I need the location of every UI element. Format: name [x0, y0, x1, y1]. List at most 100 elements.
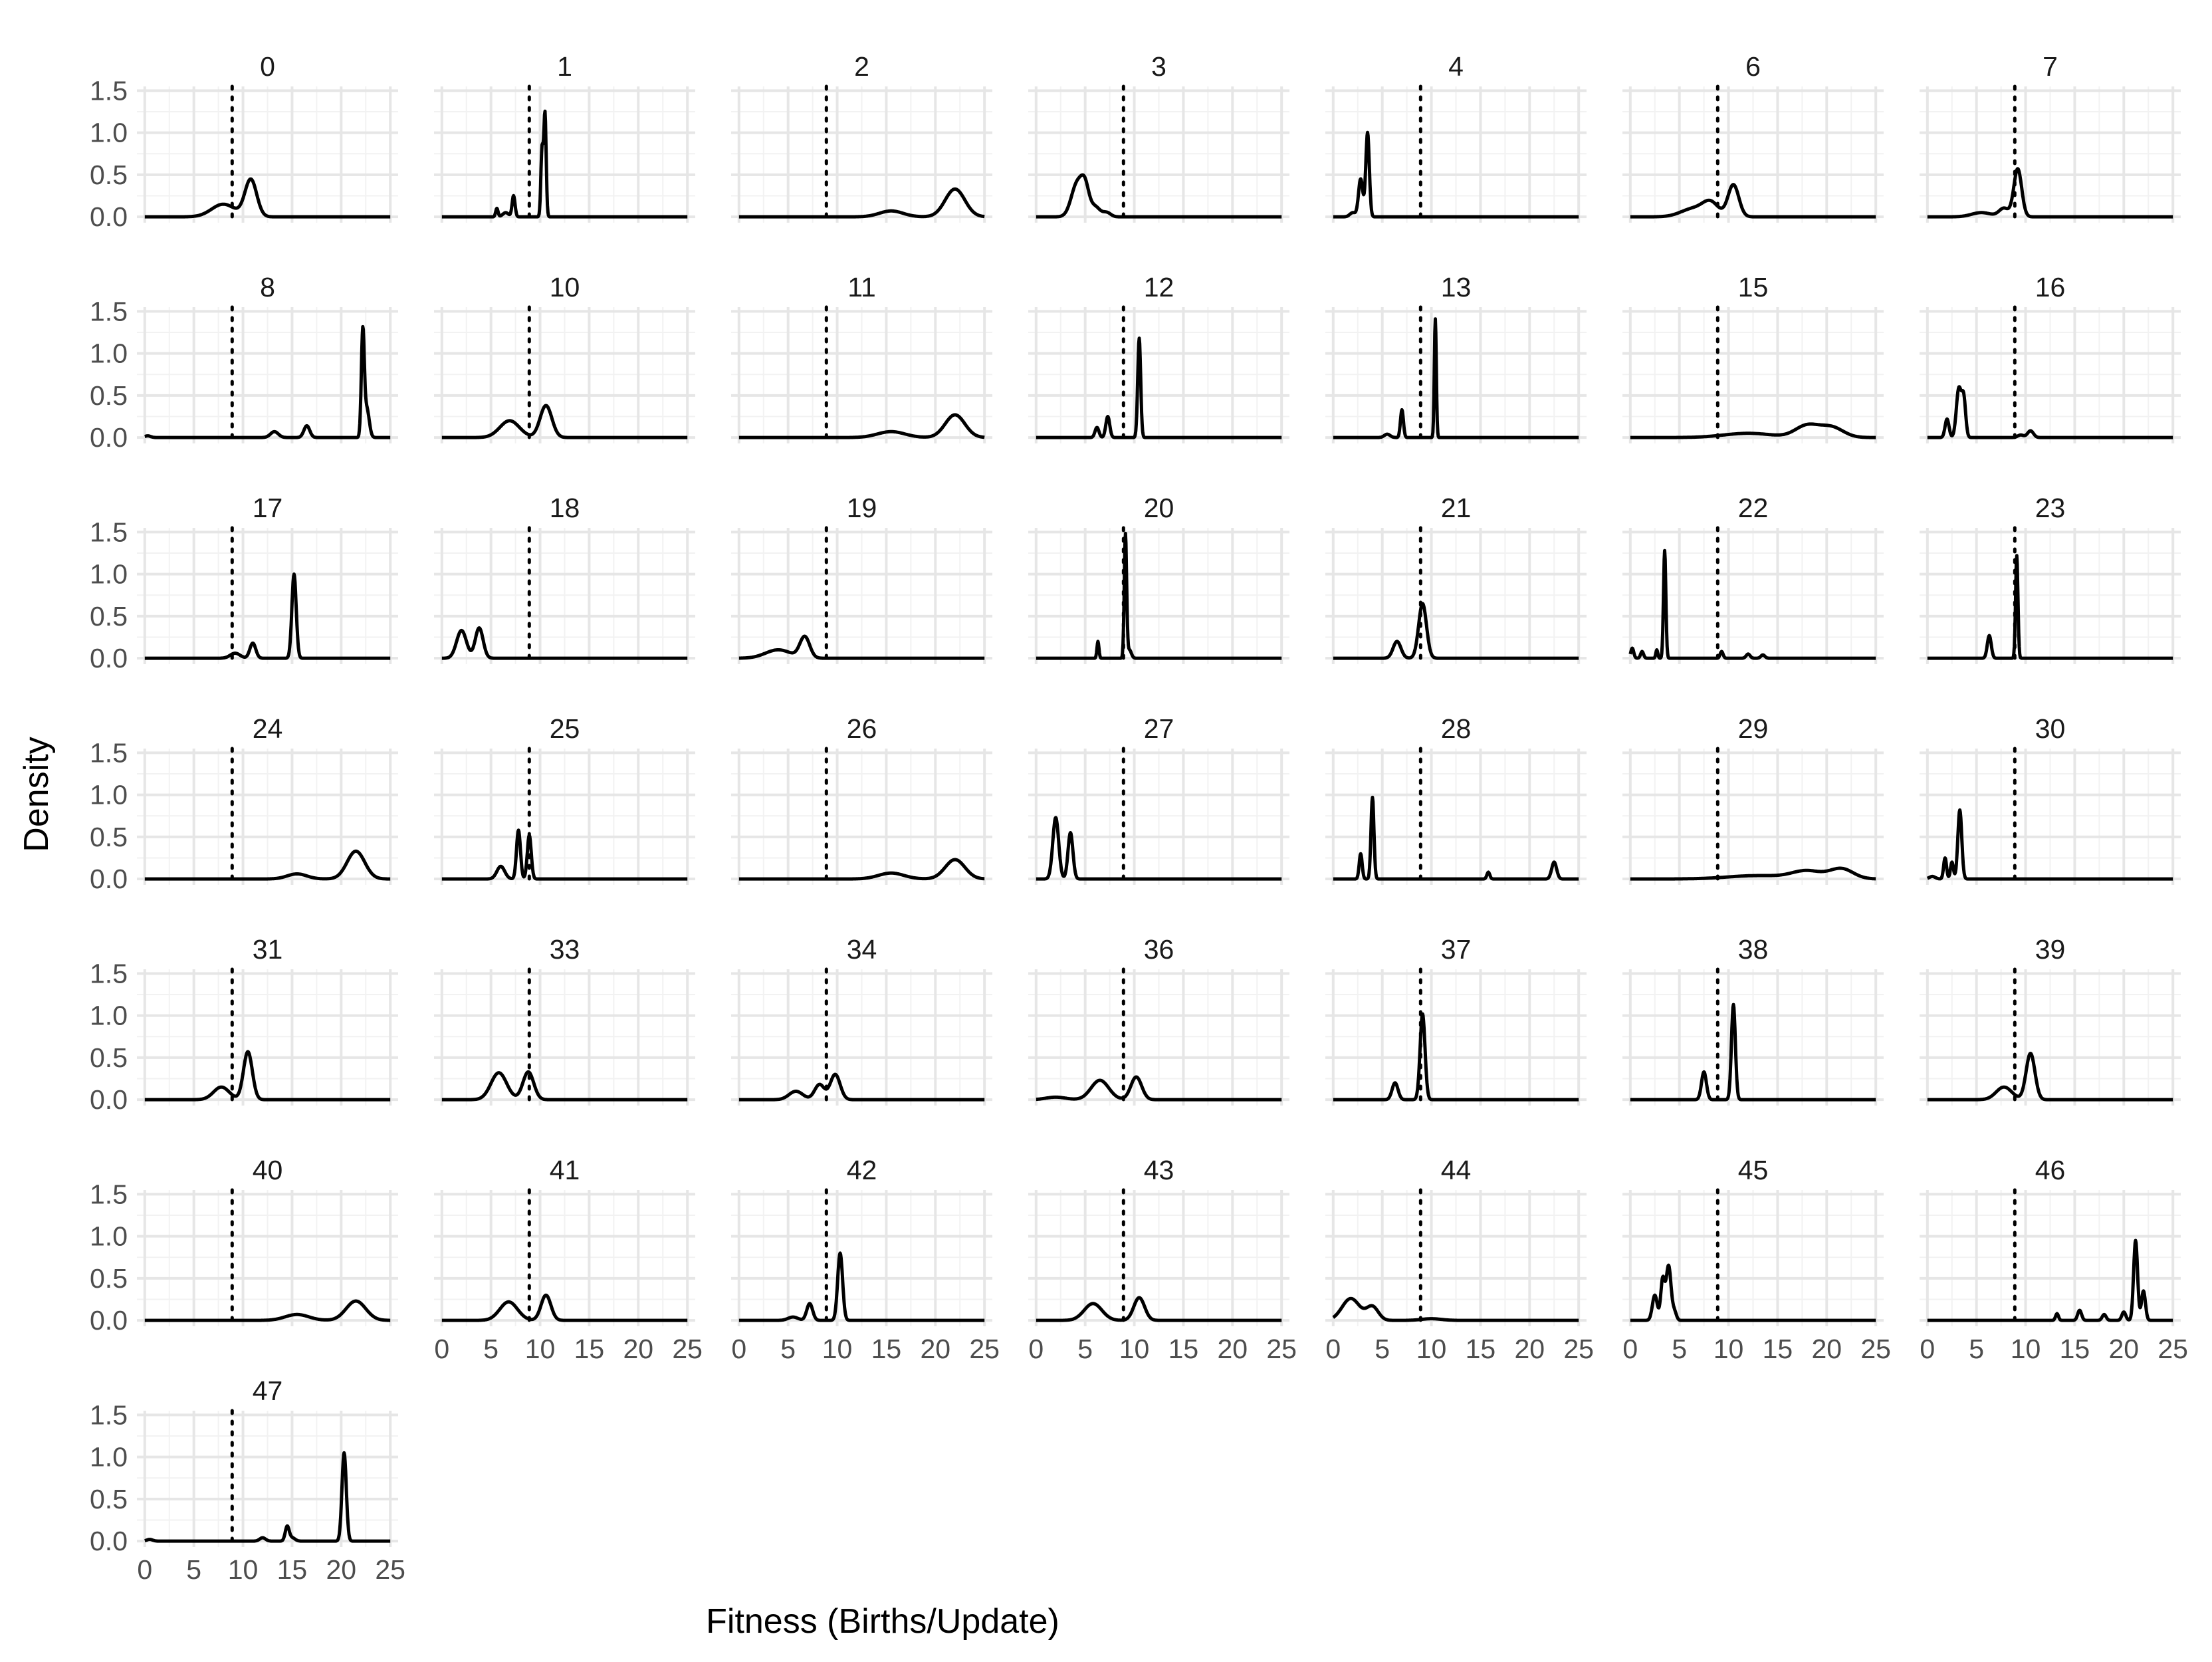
facet-panel: 39 [1920, 934, 2181, 1106]
facet-strip-label: 41 [550, 1155, 580, 1185]
facet-panel: 19 [731, 493, 992, 664]
y-tick-label: 1.0 [90, 118, 128, 148]
x-tick-label: 25 [1860, 1334, 1891, 1364]
x-tick-label: 5 [780, 1334, 796, 1364]
facet-strip-label: 44 [1441, 1155, 1472, 1185]
y-tick-label: 0.5 [90, 1263, 128, 1294]
x-tick-label: 20 [623, 1334, 654, 1364]
x-tick-label: 10 [1119, 1334, 1150, 1364]
y-tick-label: 1.0 [90, 780, 128, 810]
facet-strip-label: 13 [1441, 272, 1472, 302]
y-tick-label: 0.0 [90, 1084, 128, 1115]
facet-strip-label: 17 [253, 493, 283, 523]
y-tick-label: 0.0 [90, 864, 128, 894]
facet-panel: 30 [1920, 713, 2181, 885]
facet-strip-label: 47 [253, 1375, 283, 1406]
facet-panel: 23 [1920, 493, 2181, 664]
facet-panel: 21 [1325, 493, 1587, 664]
facet-strip-label: 36 [1144, 934, 1174, 965]
x-tick-label: 15 [574, 1334, 605, 1364]
facet-strip-label: 15 [1738, 272, 1769, 302]
x-tick-label: 10 [525, 1334, 556, 1364]
facet-strip-label: 27 [1144, 713, 1174, 744]
x-tick-label: 0 [434, 1334, 449, 1364]
facet-strip-label: 0 [260, 51, 275, 82]
x-tick-label: 5 [186, 1554, 201, 1585]
facet-strip-label: 43 [1144, 1155, 1174, 1185]
facet-panel: 24 0.0 0.5 1.0 1.5 [90, 713, 398, 894]
x-tick-label: 5 [483, 1334, 498, 1364]
y-tick-label: 1.0 [90, 1221, 128, 1252]
facet-panel: 13 [1325, 272, 1587, 443]
y-tick-label: 0.5 [90, 160, 128, 190]
y-tick-label: 1.0 [90, 1001, 128, 1031]
facet-panel: 12 [1028, 272, 1289, 443]
x-tick-label: 0 [731, 1334, 746, 1364]
x-tick-label: 0 [1325, 1334, 1341, 1364]
x-tick-label: 15 [2060, 1334, 2090, 1364]
facet-strip-label: 8 [260, 272, 275, 302]
x-tick-label: 10 [2011, 1334, 2041, 1364]
facet-strip-label: 18 [550, 493, 580, 523]
facet-strip-label: 34 [847, 934, 877, 965]
facet-panel: 6 [1622, 51, 1884, 223]
x-tick-label: 25 [375, 1554, 405, 1585]
facet-strip-label: 11 [847, 272, 876, 302]
facet-panel: 170.00.51.01.5 [90, 493, 398, 673]
y-tick-label: 0.0 [90, 422, 128, 453]
y-tick-label: 0.0 [90, 1526, 128, 1556]
facet-strip-label: 26 [847, 713, 877, 744]
facet-strip-label: 23 [2035, 493, 2066, 523]
x-tick-label: 20 [2109, 1334, 2140, 1364]
facet-panel: 15 [1622, 272, 1884, 443]
facet-panel: 29 [1622, 713, 1884, 885]
facet-strip-label: 4 [1448, 51, 1464, 82]
facet-panel: 22 [1622, 493, 1884, 664]
facet-panel: 10 [434, 272, 695, 443]
x-tick-label: 10 [822, 1334, 853, 1364]
x-tick-label: 5 [1375, 1334, 1390, 1364]
facet-panel: 400.00.51.01.5 [90, 1155, 398, 1336]
x-tick-label: 15 [871, 1334, 902, 1364]
y-tick-label: 1.0 [90, 559, 128, 590]
facet-strip-label: 1 [557, 51, 572, 82]
y-tick-label: 0.5 [90, 1042, 128, 1073]
facet-strip-label: 25 [550, 713, 580, 744]
facet-panel: 37 [1325, 934, 1587, 1106]
facet-panel: 27 [1028, 713, 1289, 885]
y-tick-label: 0.0 [90, 1305, 128, 1336]
facet-strip-label: 42 [847, 1155, 877, 1185]
y-tick-label: 0.0 [90, 201, 128, 232]
y-tick-label: 0.5 [90, 822, 128, 852]
facet-panel: 25 [434, 713, 695, 885]
y-tick-label: 0.5 [90, 380, 128, 411]
facet-panel: 45 0 5 10 15 20 25 [1622, 1155, 1891, 1364]
x-tick-label: 5 [1969, 1334, 1984, 1364]
facet-strip-label: 39 [2035, 934, 2066, 965]
x-tick-label: 25 [969, 1334, 1000, 1364]
facet-panel: 26 [731, 713, 992, 885]
facet-panel: 11 [731, 272, 992, 443]
facet-strip-label: 16 [2035, 272, 2066, 302]
facet-panel: 33 [434, 934, 695, 1106]
facet-strip-label: 33 [550, 934, 580, 965]
facet-strip-label: 38 [1738, 934, 1769, 965]
y-tick-label: 1.5 [90, 1399, 128, 1430]
facet-strip-label: 7 [2043, 51, 2058, 82]
x-tick-label: 0 [1028, 1334, 1044, 1364]
facet-panel: 2 [731, 51, 992, 223]
y-tick-label: 1.0 [90, 338, 128, 369]
facet-panel: 7 [1920, 51, 2181, 223]
y-tick-label: 0.5 [90, 1484, 128, 1514]
x-tick-label: 15 [277, 1554, 308, 1585]
facet-panel: 28 [1325, 713, 1587, 885]
facet-panel: 1 [434, 51, 695, 223]
facet-strip-label: 24 [253, 713, 283, 744]
facet-panel: 80.00.51.01.5 [90, 272, 398, 453]
facet-strip-label: 37 [1441, 934, 1472, 965]
facet-strip-label: 30 [2035, 713, 2066, 744]
y-tick-label: 1.0 [90, 1442, 128, 1473]
x-tick-label: 20 [1812, 1334, 1842, 1364]
y-tick-label: 1.5 [90, 1179, 128, 1209]
